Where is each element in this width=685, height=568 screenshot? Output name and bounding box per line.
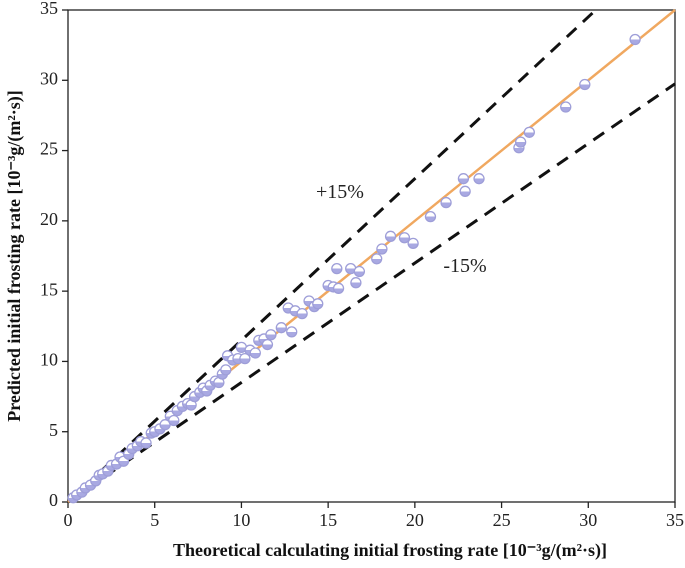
annotation: +15% [316,181,364,203]
data-point [424,210,437,223]
data-point [239,352,251,365]
data-point [312,298,324,310]
x-tick-label: 30 [579,510,597,530]
data-point [353,265,366,278]
x-tick-label: 20 [406,510,424,530]
data-point [384,230,397,242]
data-point [168,414,180,427]
data-point [398,232,411,244]
data-point [296,307,308,320]
data-point [332,282,345,294]
data-point [331,263,343,275]
data-point [371,253,383,265]
plot-frame [67,9,676,503]
annotation: -15% [443,255,486,277]
data-point [514,136,527,148]
data-point [407,237,419,249]
data-point [560,101,572,113]
x-tick-label: 5 [150,510,159,530]
data-point [220,364,232,376]
data-point [350,277,362,289]
data-point [459,185,471,197]
reference-line [66,8,597,504]
y-tick-label: 30 [40,68,58,88]
y-tick-label: 0 [49,490,58,510]
data-point [286,326,298,338]
x-axis-title: Theoretical calculating initial frosting… [173,540,607,561]
y-tick-label: 25 [40,139,58,159]
data-point [140,437,152,449]
data-point [440,196,452,209]
x-tick-label: 10 [232,510,250,530]
y-tick-label: 15 [40,279,58,299]
x-tick-label: 0 [64,510,73,530]
y-tick-label: 10 [40,350,58,370]
y-axis-title: Predicted initial frosting rate [10⁻³g/(… [4,90,25,422]
x-tick-label: 15 [319,510,337,530]
data-point [629,33,641,46]
data-point [523,126,535,138]
y-tick-label: 35 [40,0,58,18]
y-tick-label: 5 [49,420,58,440]
data-point [249,347,261,359]
data-point [473,173,485,185]
data-point [457,173,470,185]
x-tick-label: 35 [666,510,684,530]
reference-line [67,82,676,504]
data-point [275,322,287,334]
data-point [376,243,388,255]
data-point [265,329,277,341]
data-point [261,338,274,351]
x-tick-label: 25 [493,510,511,530]
y-tick-label: 20 [40,209,58,229]
data-point [579,78,591,91]
